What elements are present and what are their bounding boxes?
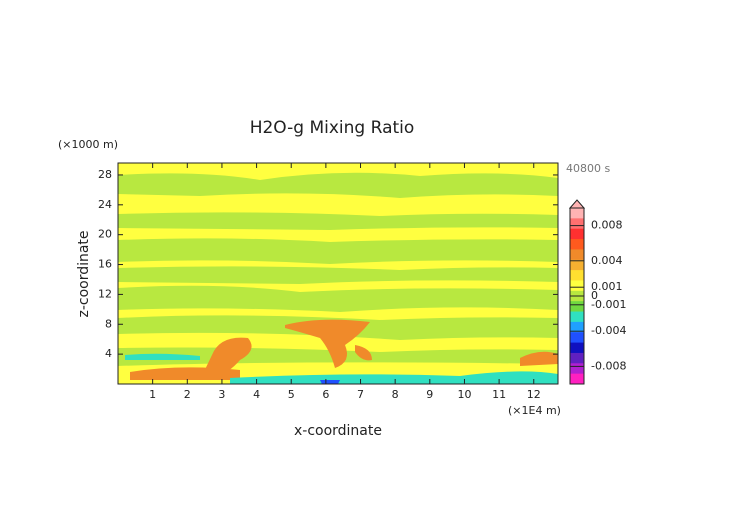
y-unit: (×1000 m) [58,138,118,151]
x-tick-label: 12 [527,388,541,401]
colorbar-tick-label: -0.008 [591,359,626,372]
x-tick-label: 11 [492,388,506,401]
field-blob [520,351,558,366]
field-band [118,266,558,284]
field-blob [130,367,240,380]
colorbar-band [570,301,584,313]
x-tick-label: 5 [288,388,295,401]
x-tick-label: 7 [357,388,364,401]
field-band [118,172,558,198]
colorbar-band [570,208,584,219]
x-tick-label: 9 [426,388,433,401]
y-axis-label: z-coordinate [76,230,92,317]
colorbar-band [570,270,584,281]
field-band [118,212,558,230]
chart-title: H2O-g Mixing Ratio [250,118,415,138]
x-tick-label: 1 [149,388,156,401]
colorbar-band [570,228,584,240]
y-tick-label: 8 [105,317,112,330]
x-tick-label: 2 [184,388,191,401]
field-blob [355,345,372,361]
colorbar-tick-label: 0.004 [591,254,623,267]
field-low [230,371,558,384]
field-low [320,380,340,384]
plot-frame [117,162,559,385]
y-tick-label: 4 [105,347,112,360]
x-unit: (×1E4 m) [508,404,561,417]
colorbar-band [570,218,584,230]
field-band [118,238,558,264]
time-label: 40800 s [566,162,610,175]
colorbar-band [570,259,584,271]
colorbar-arrow [568,199,586,209]
colorbar-band [570,352,584,364]
colorbar-band [570,342,584,354]
colorbar-band [570,321,584,333]
colorbar-band [570,363,584,375]
y-tick-label: 12 [98,287,112,300]
x-axis-label: x-coordinate [294,423,382,439]
colorbar-tick-label: 0.008 [591,219,623,232]
y-tick-label: 16 [98,258,112,271]
colorbar-tick-label: -0.001 [591,298,626,311]
y-tick-label: 20 [98,228,112,241]
x-tick-label: 8 [392,388,399,401]
field-low [125,353,200,360]
x-tick-label: 4 [253,388,260,401]
colorbar-tick-label: 0.001 [591,280,623,293]
colorbar-band [570,239,584,250]
colorbar-tick-label: 0 [591,289,598,302]
colorbar-band [570,373,584,385]
colorbar-band [570,249,584,261]
colorbar-band [570,280,584,292]
x-tick-label: 6 [322,388,329,401]
x-tick-label: 10 [457,388,471,401]
colorbar-band [570,311,584,323]
field [118,163,558,384]
field-blob [285,319,370,368]
y-tick-label: 24 [98,198,112,211]
colorbar-band [570,332,584,344]
colorbar-tick-label: -0.004 [591,324,626,337]
x-tick-label: 3 [218,388,225,401]
y-tick-label: 28 [98,168,112,181]
field-band [118,285,558,312]
